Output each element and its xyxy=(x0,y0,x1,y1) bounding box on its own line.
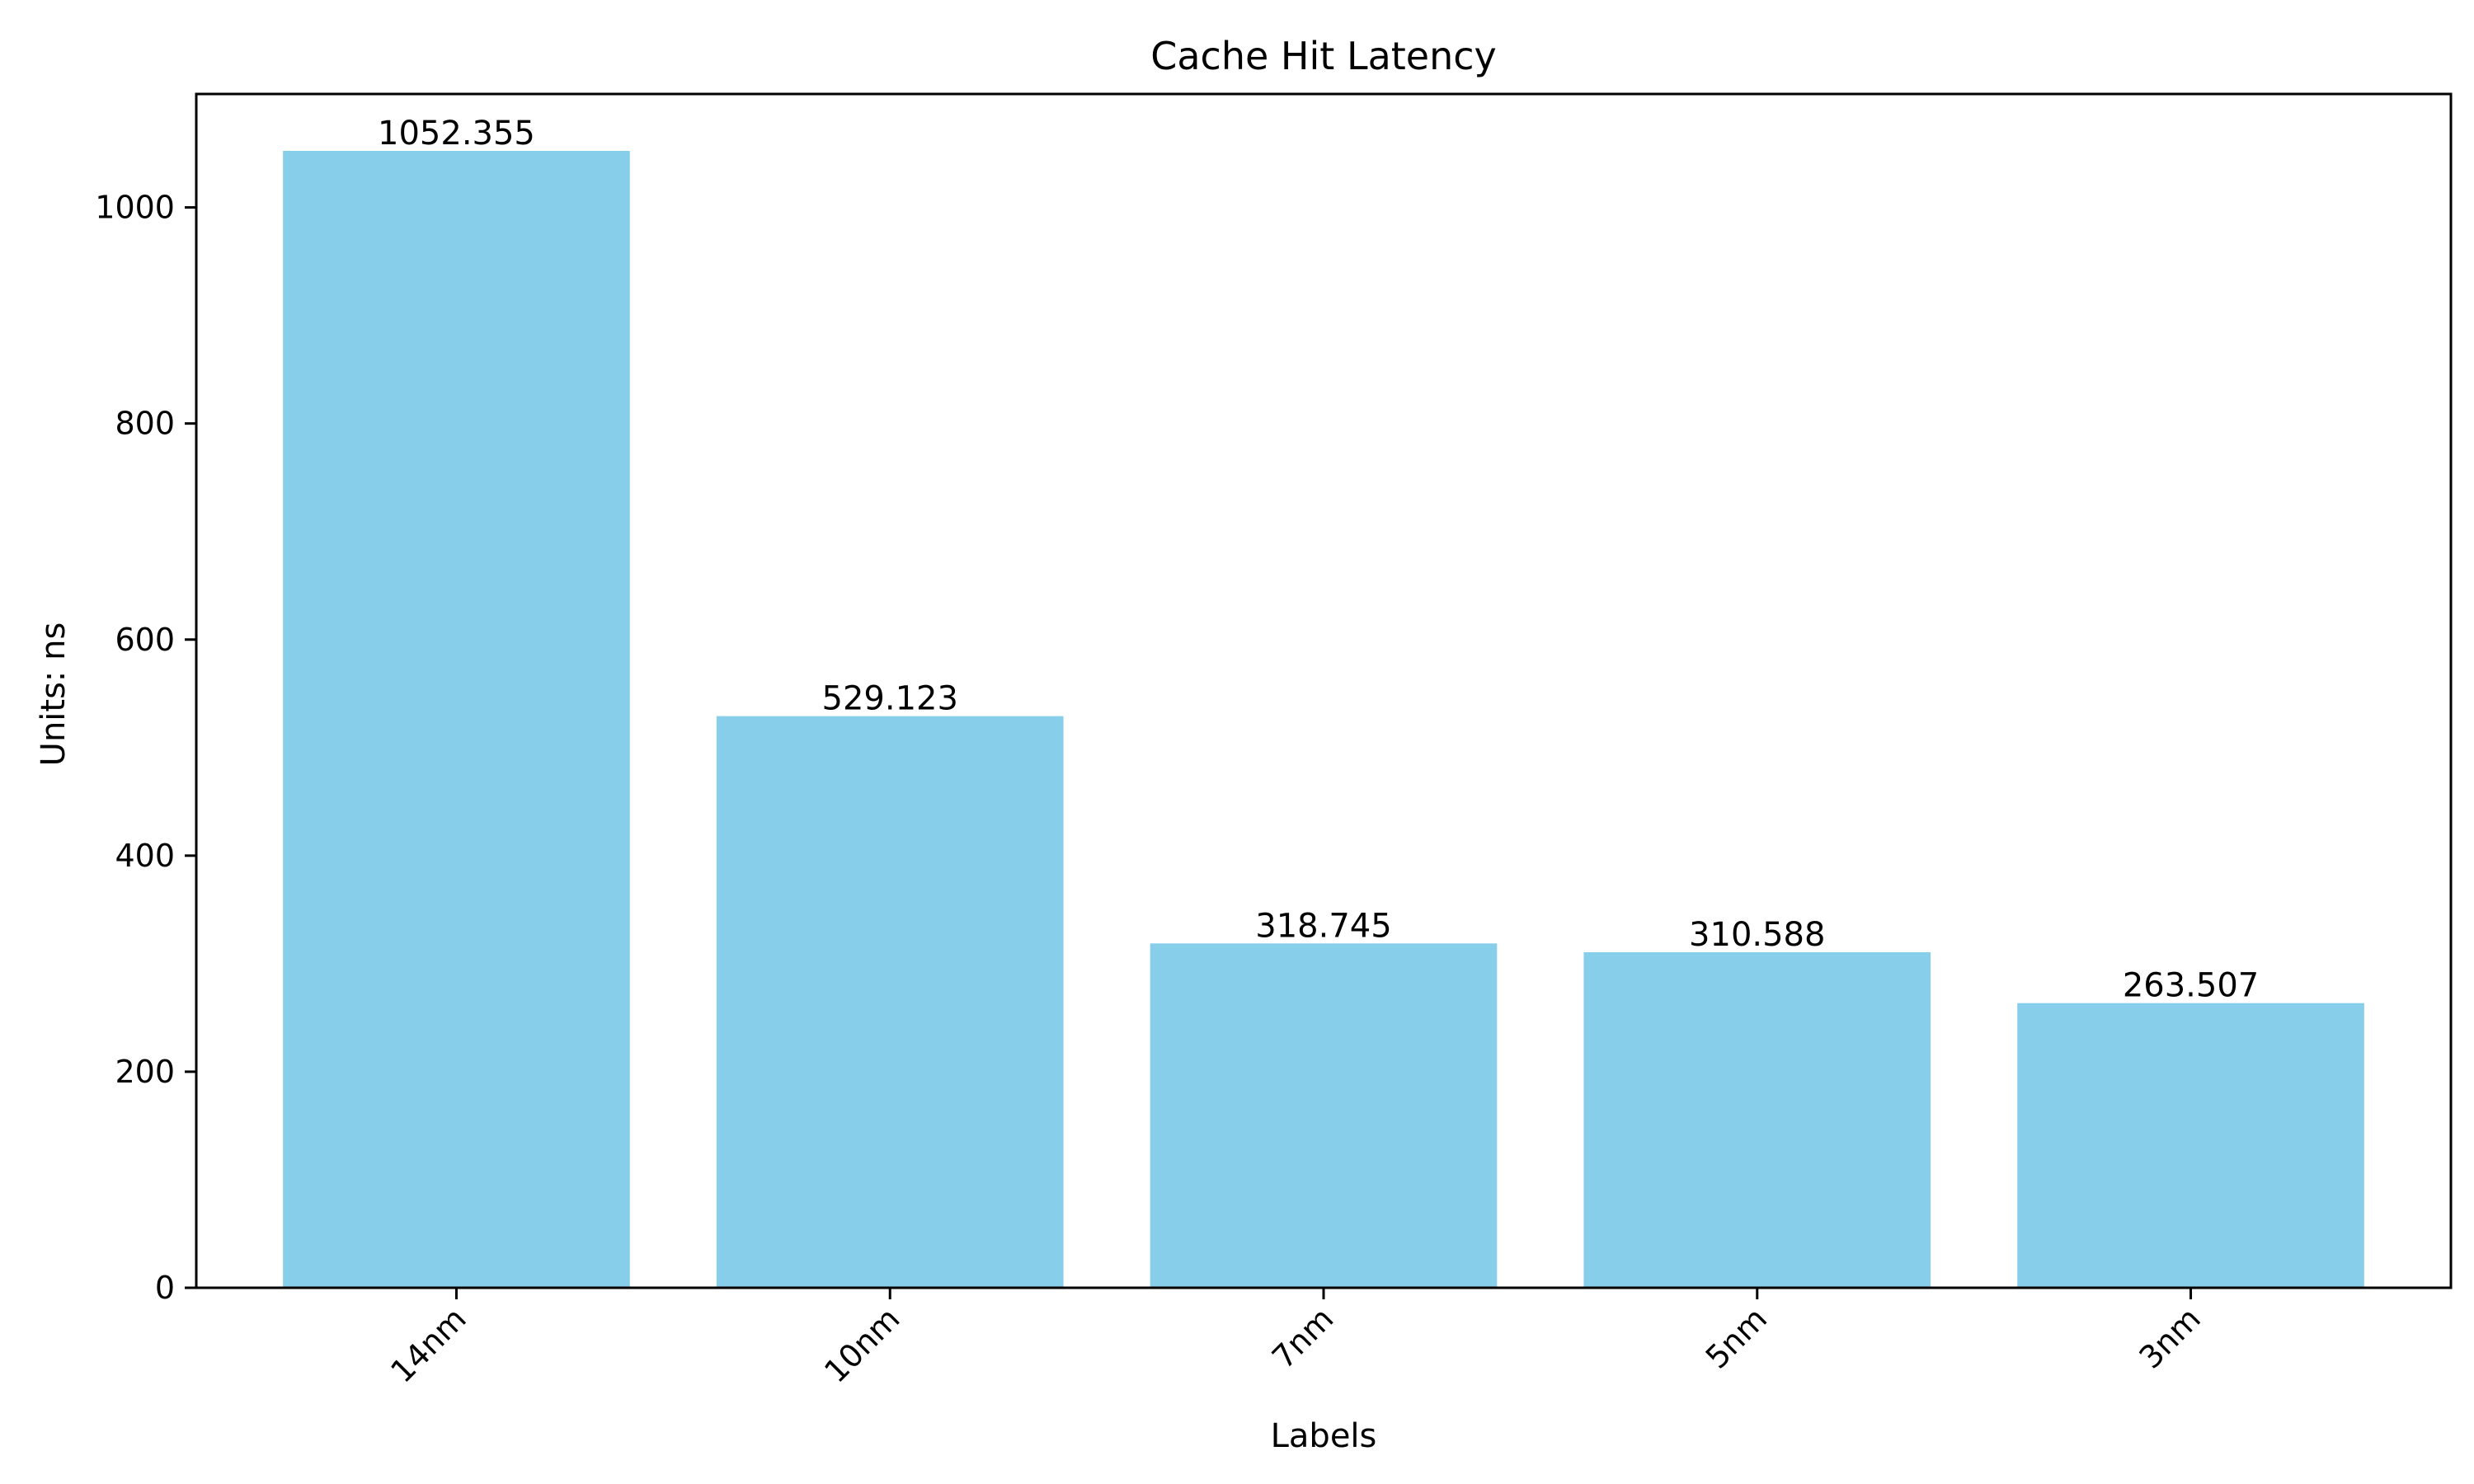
bar-10nm xyxy=(716,716,1064,1288)
value-label-3nm: 263.507 xyxy=(2123,967,2259,1005)
bars-group xyxy=(283,150,2364,1289)
plot-frame xyxy=(195,92,2453,1289)
bar-5nm xyxy=(1583,952,1931,1288)
y-tick-label-1000: 1000 xyxy=(95,190,175,226)
y-axis-ticks: 0 200 400 600 800 1000 xyxy=(95,190,196,1306)
y-axis-label: Units: ns xyxy=(35,622,73,767)
chart-title: Cache Hit Latency xyxy=(1150,34,1497,78)
bar-7nm xyxy=(1150,943,1498,1288)
bar-3nm xyxy=(2017,1003,2364,1288)
y-tick-label-600: 600 xyxy=(115,622,175,658)
value-label-14nm: 1052.355 xyxy=(378,115,535,153)
value-label-7nm: 318.745 xyxy=(1255,907,1391,945)
bar-14nm xyxy=(283,150,630,1289)
y-tick-label-0: 0 xyxy=(155,1270,175,1306)
y-tick-label-200: 200 xyxy=(115,1054,175,1090)
value-labels-group: 1052.355 529.123 318.745 310.588 263.507 xyxy=(378,115,2259,1005)
y-tick-label-400: 400 xyxy=(115,838,175,874)
x-axis-label: Labels xyxy=(1271,1417,1377,1455)
value-label-5nm: 310.588 xyxy=(1689,916,1825,954)
y-tick-label-800: 800 xyxy=(115,406,175,442)
value-label-10nm: 529.123 xyxy=(822,680,958,718)
